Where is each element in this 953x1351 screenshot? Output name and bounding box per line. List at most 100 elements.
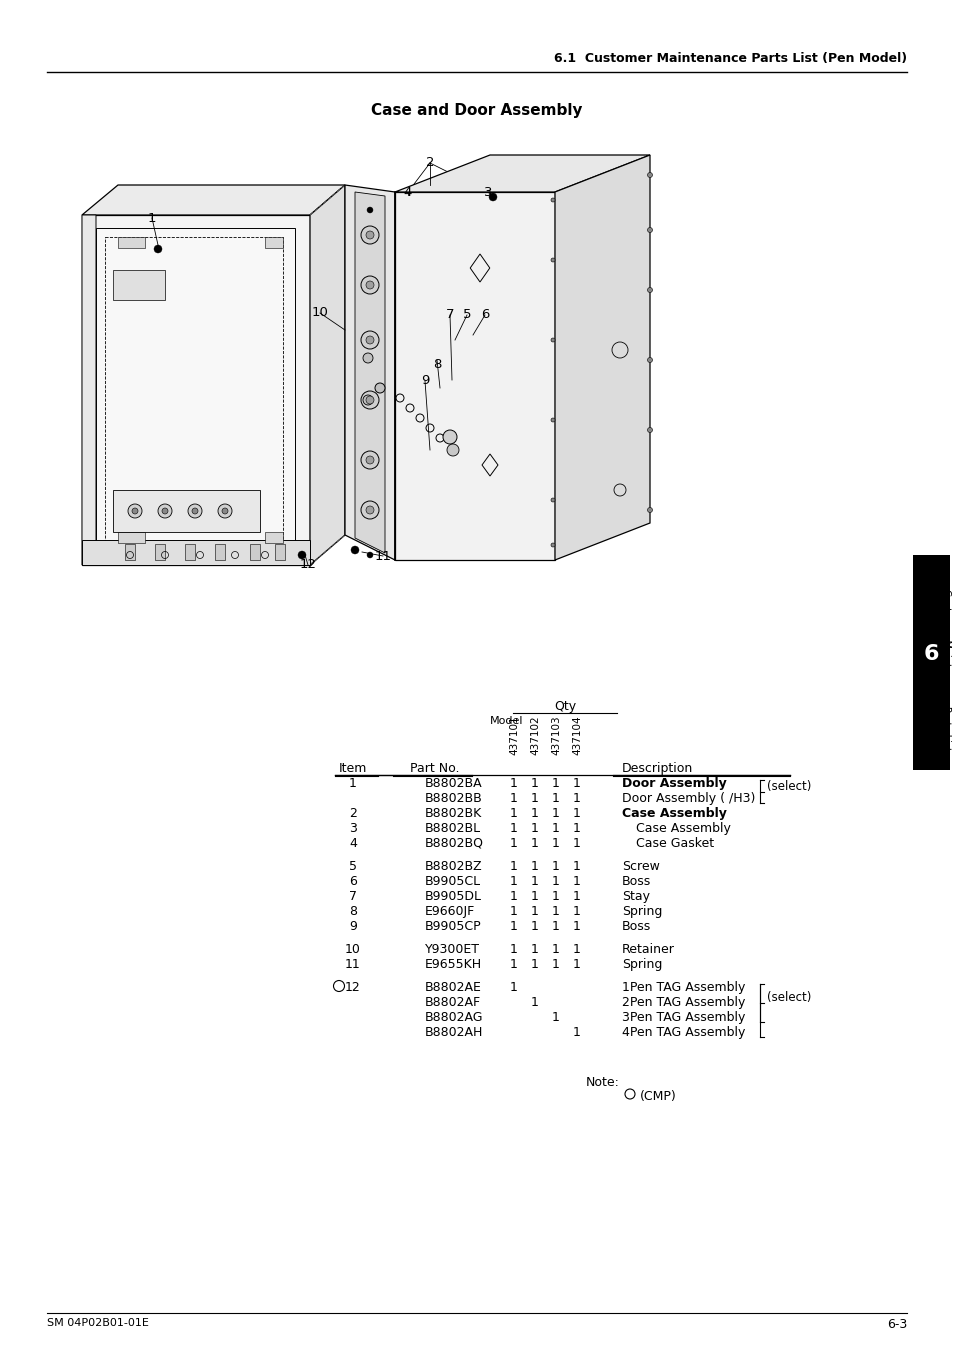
Text: B8802AE: B8802AE bbox=[424, 981, 481, 994]
Text: 1: 1 bbox=[510, 821, 517, 835]
Text: 10: 10 bbox=[312, 307, 328, 319]
Polygon shape bbox=[250, 544, 260, 561]
Polygon shape bbox=[185, 544, 194, 561]
Text: 1: 1 bbox=[552, 792, 559, 805]
Text: 1: 1 bbox=[510, 958, 517, 971]
Text: 1: 1 bbox=[552, 920, 559, 934]
Text: Description: Description bbox=[621, 762, 693, 775]
Polygon shape bbox=[125, 544, 135, 561]
Text: 1: 1 bbox=[573, 838, 580, 850]
Text: 6: 6 bbox=[349, 875, 356, 888]
Text: Y9300ET: Y9300ET bbox=[424, 943, 479, 957]
Text: 5: 5 bbox=[349, 861, 356, 873]
Polygon shape bbox=[265, 532, 283, 543]
Text: 1: 1 bbox=[573, 920, 580, 934]
Text: 1: 1 bbox=[510, 861, 517, 873]
Text: Door Assembly: Door Assembly bbox=[621, 777, 726, 790]
Text: 1: 1 bbox=[552, 890, 559, 902]
Text: 1: 1 bbox=[531, 777, 538, 790]
Text: 437102: 437102 bbox=[530, 715, 539, 755]
Text: 1: 1 bbox=[552, 838, 559, 850]
Circle shape bbox=[366, 457, 374, 463]
Circle shape bbox=[158, 504, 172, 517]
Polygon shape bbox=[82, 185, 345, 215]
Text: 9: 9 bbox=[420, 374, 429, 388]
Text: 2Pen TAG Assembly: 2Pen TAG Assembly bbox=[621, 996, 744, 1009]
Text: Screw: Screw bbox=[621, 861, 659, 873]
Circle shape bbox=[366, 281, 374, 289]
Text: 6.1  Customer Maintenance Parts List (Pen Model): 6.1 Customer Maintenance Parts List (Pen… bbox=[554, 51, 906, 65]
Circle shape bbox=[647, 227, 652, 232]
Text: B8802AF: B8802AF bbox=[424, 996, 480, 1009]
Text: 1: 1 bbox=[531, 958, 538, 971]
Text: Retainer: Retainer bbox=[621, 943, 674, 957]
Text: 1: 1 bbox=[510, 875, 517, 888]
Text: Qty: Qty bbox=[554, 700, 576, 713]
Circle shape bbox=[132, 508, 138, 513]
Circle shape bbox=[360, 331, 378, 349]
Text: 437104: 437104 bbox=[572, 715, 581, 755]
Polygon shape bbox=[82, 215, 310, 565]
Circle shape bbox=[367, 553, 373, 558]
Text: 1: 1 bbox=[573, 1025, 580, 1039]
Circle shape bbox=[188, 504, 202, 517]
Bar bbox=[912, 555, 949, 770]
Text: 11: 11 bbox=[345, 958, 360, 971]
Text: 437101: 437101 bbox=[509, 715, 518, 755]
Text: 1: 1 bbox=[573, 777, 580, 790]
Text: 1Pen TAG Assembly: 1Pen TAG Assembly bbox=[621, 981, 744, 994]
Polygon shape bbox=[345, 185, 395, 561]
Text: 3Pen TAG Assembly: 3Pen TAG Assembly bbox=[621, 1011, 744, 1024]
Polygon shape bbox=[555, 155, 649, 561]
Circle shape bbox=[367, 207, 373, 213]
Text: 1: 1 bbox=[531, 807, 538, 820]
Text: Spring: Spring bbox=[621, 905, 661, 917]
Text: 1: 1 bbox=[573, 861, 580, 873]
Text: 12: 12 bbox=[299, 558, 316, 571]
Text: B9905DL: B9905DL bbox=[424, 890, 481, 902]
Text: 1: 1 bbox=[573, 821, 580, 835]
Text: B8802BB: B8802BB bbox=[424, 792, 482, 805]
Text: 11: 11 bbox=[375, 550, 391, 562]
Text: Boss: Boss bbox=[621, 920, 651, 934]
Text: 1: 1 bbox=[573, 943, 580, 957]
Circle shape bbox=[647, 173, 652, 177]
Circle shape bbox=[375, 382, 385, 393]
Circle shape bbox=[551, 258, 555, 262]
Circle shape bbox=[162, 508, 168, 513]
Polygon shape bbox=[274, 544, 285, 561]
Text: 1: 1 bbox=[510, 777, 517, 790]
Circle shape bbox=[647, 358, 652, 362]
Polygon shape bbox=[265, 236, 283, 249]
Text: 8: 8 bbox=[433, 358, 440, 372]
Polygon shape bbox=[118, 236, 145, 249]
Text: B8802BK: B8802BK bbox=[424, 807, 482, 820]
Polygon shape bbox=[395, 192, 555, 561]
Circle shape bbox=[351, 546, 358, 554]
Text: B8802BL: B8802BL bbox=[424, 821, 480, 835]
Text: 8: 8 bbox=[349, 905, 356, 917]
Text: 1: 1 bbox=[510, 905, 517, 917]
Text: 1: 1 bbox=[552, 807, 559, 820]
Text: SM 04P02B01-01E: SM 04P02B01-01E bbox=[47, 1319, 149, 1328]
Circle shape bbox=[192, 508, 198, 513]
Circle shape bbox=[647, 508, 652, 512]
Text: 1: 1 bbox=[552, 1011, 559, 1024]
Text: (CMP): (CMP) bbox=[639, 1090, 676, 1102]
Text: Item: Item bbox=[338, 762, 367, 775]
Text: 1: 1 bbox=[531, 875, 538, 888]
Text: 1: 1 bbox=[531, 890, 538, 902]
Polygon shape bbox=[96, 228, 294, 553]
Text: 1: 1 bbox=[573, 792, 580, 805]
Text: Spring: Spring bbox=[621, 958, 661, 971]
Circle shape bbox=[551, 199, 555, 203]
Text: 7: 7 bbox=[349, 890, 356, 902]
Text: 1: 1 bbox=[531, 943, 538, 957]
Text: B8802BA: B8802BA bbox=[424, 777, 482, 790]
Text: 1: 1 bbox=[510, 792, 517, 805]
Text: 10: 10 bbox=[345, 943, 360, 957]
Circle shape bbox=[447, 444, 458, 457]
Text: 1: 1 bbox=[531, 920, 538, 934]
Text: 1: 1 bbox=[510, 943, 517, 957]
Text: 437103: 437103 bbox=[551, 715, 560, 755]
